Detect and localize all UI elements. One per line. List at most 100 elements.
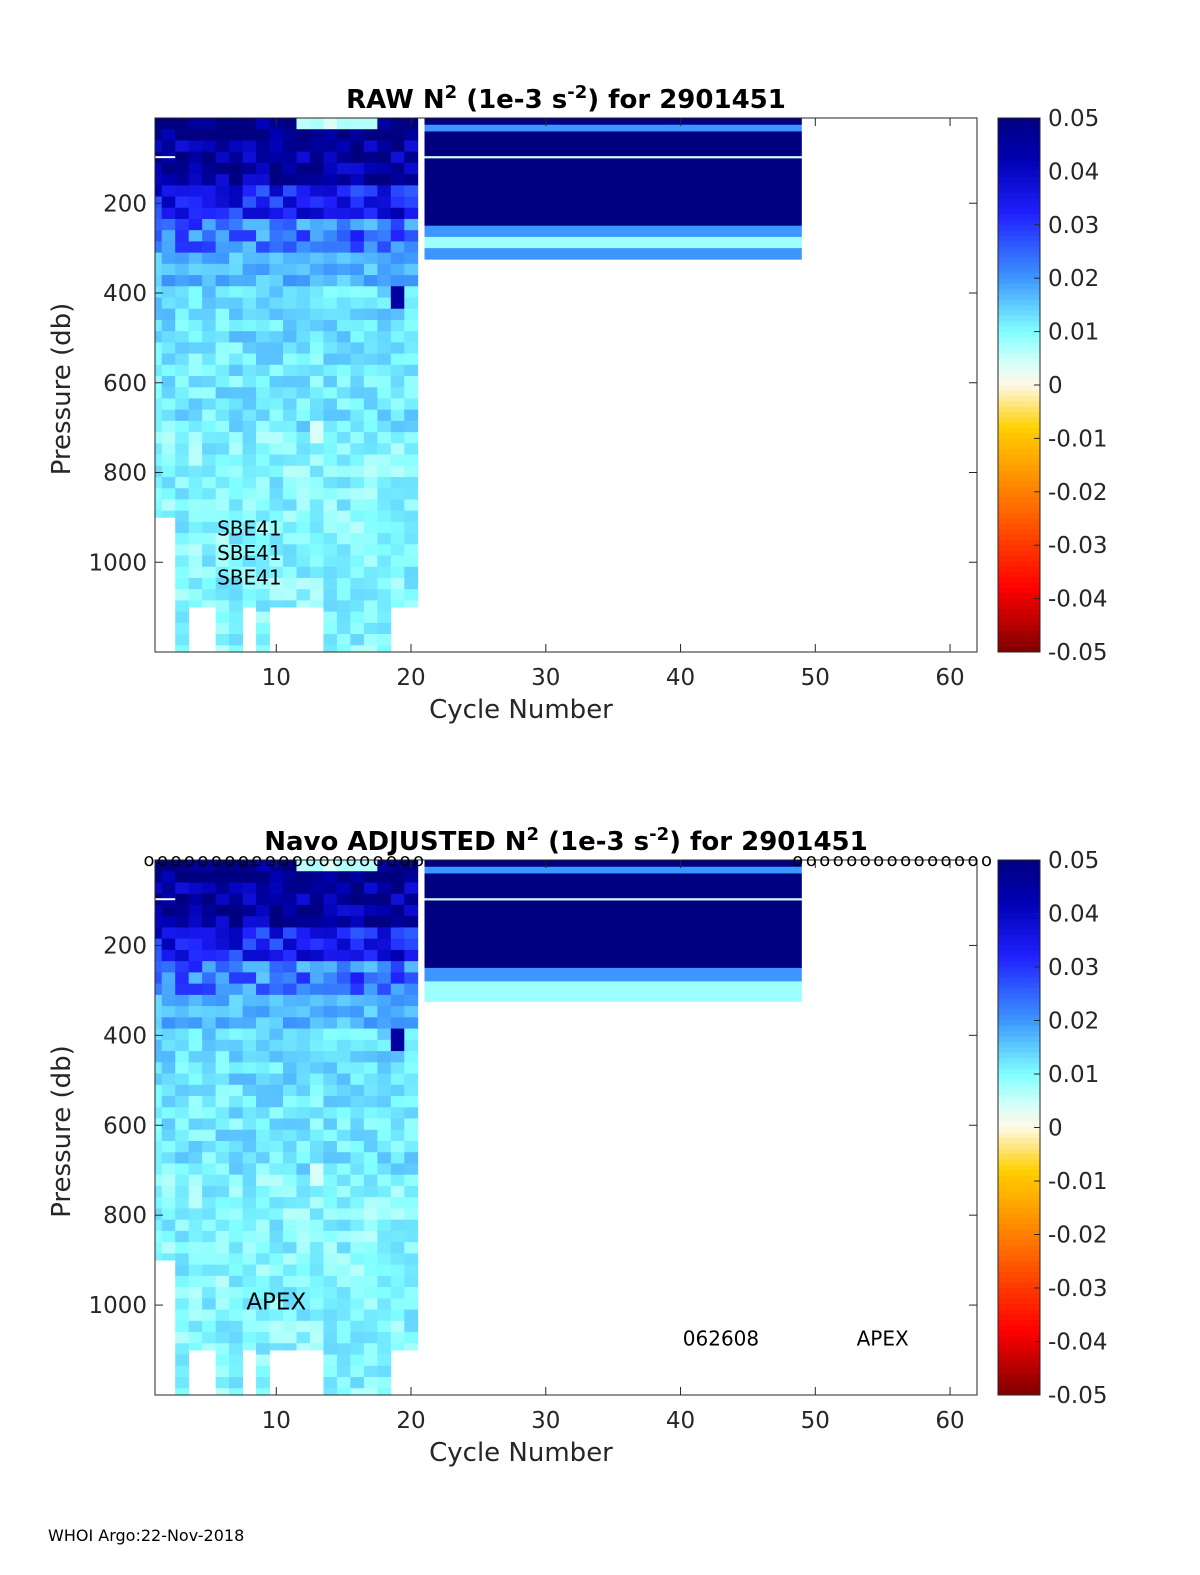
- heat-cell: [242, 196, 257, 209]
- heat-cell: [336, 342, 351, 354]
- heat-cell: [404, 1275, 419, 1288]
- heat-cell: [161, 432, 176, 444]
- heat-cell: [336, 454, 351, 467]
- heat-cell: [404, 1062, 419, 1074]
- heat-cell: [377, 577, 392, 590]
- heat-cell: [215, 1320, 230, 1333]
- colorbar-step: [998, 1057, 1040, 1064]
- heat-cell: [336, 589, 351, 601]
- colorbar-step: [998, 1261, 1040, 1268]
- heat-cell: [336, 230, 351, 242]
- colorbar-step: [998, 278, 1040, 285]
- heat-cell: [363, 1163, 378, 1176]
- heat-cell: [350, 589, 365, 601]
- heat-cell: [242, 882, 257, 895]
- heat-cell: [175, 871, 190, 883]
- heat-cell: [363, 1028, 378, 1041]
- heat-cell: [229, 949, 243, 962]
- colorbar-step: [998, 256, 1040, 263]
- heat-cell: [175, 1343, 190, 1355]
- heat-cell: [155, 353, 163, 366]
- heat-cell: [283, 1309, 297, 1322]
- x-axis-label: Cycle Number: [429, 695, 613, 725]
- heat-cell: [323, 488, 338, 500]
- heat-cell: [175, 353, 190, 366]
- colorbar-step: [998, 246, 1040, 252]
- heat-cell: [155, 185, 163, 197]
- heat-cell: [215, 398, 230, 411]
- heat-cell: [283, 555, 297, 568]
- heat-cell: [404, 871, 419, 883]
- colorbar-step: [998, 1175, 1040, 1182]
- heat-cell: [390, 1084, 405, 1097]
- heat-cell: [390, 151, 405, 164]
- heat-cell: [161, 994, 176, 1007]
- heat-cell: [269, 331, 284, 343]
- heat-cell: [323, 443, 338, 455]
- colorbar-step: [998, 1250, 1040, 1257]
- heat-cell: [309, 566, 324, 579]
- heat-cell: [161, 443, 176, 455]
- heat-cell: [283, 566, 297, 579]
- cycle-marker: o: [157, 850, 168, 871]
- heat-cell: [188, 938, 203, 951]
- heat-cell: [202, 544, 217, 556]
- heat-cell: [256, 871, 270, 883]
- heat-cell: [309, 230, 324, 242]
- heat-cell: [390, 600, 405, 608]
- heat-cell: [404, 882, 419, 895]
- heat-cell: [390, 1332, 405, 1344]
- heat-cell: [175, 1365, 190, 1378]
- heat-cell: [202, 207, 217, 220]
- heat-cell: [229, 1309, 243, 1322]
- heat-cell: [155, 476, 163, 489]
- heat-cell: [188, 230, 203, 242]
- heat-cell: [377, 241, 392, 254]
- heat-cell: [283, 499, 297, 512]
- heat-cell: [188, 398, 203, 411]
- colorbar-step: [998, 1143, 1040, 1150]
- heat-cell: [377, 230, 392, 242]
- colorbar-step: [998, 908, 1040, 914]
- colorbar-step: [998, 1271, 1040, 1278]
- heat-cell: [229, 420, 243, 433]
- heat-cell: [404, 972, 419, 985]
- heat-cell: [350, 263, 365, 276]
- heat-cell: [256, 230, 270, 242]
- heat-cell: [229, 927, 243, 940]
- heat-cell: [336, 510, 351, 523]
- colorbar-step: [998, 449, 1040, 455]
- heat-cell: [188, 1332, 203, 1344]
- heat-cell: [283, 387, 297, 399]
- heat-cell: [269, 1028, 284, 1041]
- heat-cell: [323, 1377, 338, 1389]
- heat-cell: [188, 566, 203, 579]
- colorbar: 0.050.040.030.020.010-0.01-0.02-0.03-0.0…: [997, 848, 1108, 1409]
- heat-cell: [309, 1062, 324, 1074]
- heat-cell: [229, 1219, 243, 1232]
- heat-cell: [323, 1253, 338, 1266]
- heat-cell: [309, 140, 324, 153]
- heat-cell: [269, 1242, 284, 1254]
- heat-cell: [188, 1320, 203, 1333]
- heat-cell: [269, 1275, 284, 1288]
- heat-cell: [296, 342, 311, 354]
- heat-cell: [377, 1320, 392, 1333]
- heat-cell: [336, 488, 351, 500]
- heat-cell: [377, 1039, 392, 1052]
- heat-cell: [390, 1140, 405, 1153]
- heat-cell: [242, 1051, 257, 1063]
- heat-cell: [323, 286, 338, 298]
- heat-cell: [323, 342, 338, 354]
- x-tick-label: 30: [531, 1408, 560, 1434]
- colorbar-step: [998, 1325, 1040, 1332]
- cycle-marker: o: [967, 850, 978, 871]
- heat-cell: [215, 1332, 230, 1344]
- heat-cell: [215, 409, 230, 422]
- cycle-marker: o: [941, 850, 952, 871]
- heat-cell: [363, 510, 378, 523]
- heat-cell: [404, 331, 419, 343]
- heat-cell: [404, 454, 419, 467]
- heat-cell: [390, 230, 405, 242]
- heat-cell: [283, 1051, 297, 1063]
